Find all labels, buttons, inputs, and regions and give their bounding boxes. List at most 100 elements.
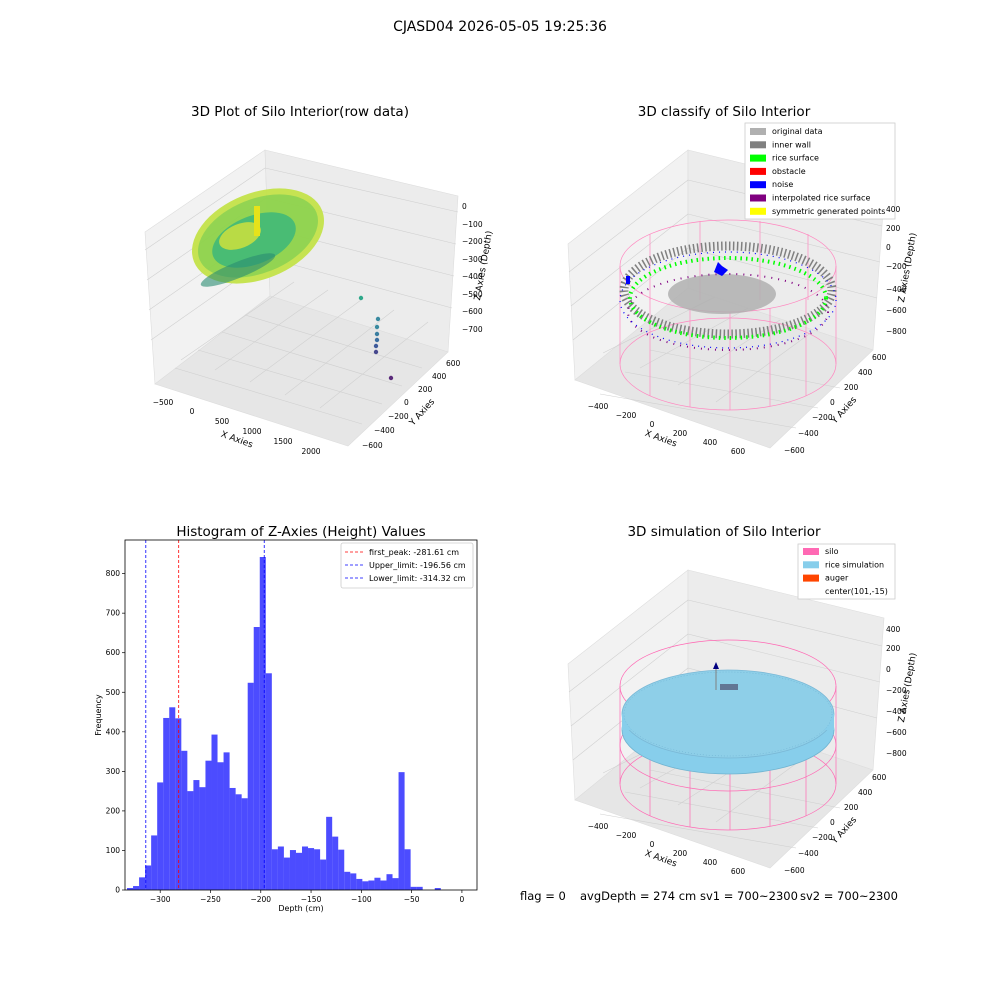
histogram-bar xyxy=(356,878,363,890)
raw-x-tick: 0 xyxy=(190,407,195,416)
raw-outlier-point xyxy=(374,337,380,343)
histogram-legend-label: Lower_limit: -314.32 cm xyxy=(369,574,466,583)
simulation-auger xyxy=(713,662,738,690)
raw-cloud-spike xyxy=(254,206,260,236)
histogram-x-tick-label: −250 xyxy=(200,895,221,904)
classify-rice-surface-ring xyxy=(628,256,828,340)
simulation-z-tick: −600 xyxy=(886,728,907,737)
histogram-bar xyxy=(344,871,351,890)
classify-z-ticks: 400 200 0 −200 −400 −600 −800 xyxy=(886,205,907,336)
classify-interpolated-ring xyxy=(627,273,829,351)
simulation-legend-label: silo xyxy=(825,547,839,556)
histogram-y-ticks: 0 100 200 300 400 500 600 700 800 xyxy=(106,569,125,895)
simulation-legend-items: silo rice simulation auger center(101,-15) xyxy=(803,547,888,596)
raw-z-tick: 0 xyxy=(462,202,467,211)
status-avg-depth: avgDepth = 274 cm xyxy=(580,889,696,903)
histogram-bar xyxy=(211,734,218,890)
simulation-z-tick: 0 xyxy=(886,665,891,674)
status-sv1: sv1 = 700~2300 xyxy=(700,889,798,903)
histogram-bar xyxy=(320,859,327,890)
classify-z-tick: −600 xyxy=(886,306,907,315)
classify-legend-swatch xyxy=(750,167,766,175)
histogram-panel: Histogram of Z-Axies (Height) Values −30… xyxy=(94,524,478,913)
histogram-legend: first_peak: -281.61 cm Upper_limit: -196.… xyxy=(340,542,474,589)
histogram-y-tick-label: 600 xyxy=(106,648,121,657)
raw-z-tick: −200 xyxy=(462,237,483,246)
histogram-bar xyxy=(157,782,164,890)
raw-x-tick: 1000 xyxy=(242,427,261,436)
histogram-y-tick-label: 800 xyxy=(106,569,121,578)
simulation-z-tick: −200 xyxy=(886,686,907,695)
histogram-bar xyxy=(326,816,333,890)
classify-inner-wall-band xyxy=(619,241,837,339)
classify-y-tick: 600 xyxy=(872,353,887,362)
classify-z-tick: −200 xyxy=(886,262,907,271)
histogram-bars xyxy=(127,557,441,890)
classify-y-tick: 0 xyxy=(830,398,835,407)
histogram-bar xyxy=(271,849,278,890)
raw-y-ticks: 600 400 200 0 −200 −400 −600 xyxy=(362,359,461,450)
histogram-bar xyxy=(139,877,146,890)
histogram-bar xyxy=(289,850,296,890)
classify-z-tick: 200 xyxy=(886,224,901,233)
classify-legend-swatch xyxy=(750,181,766,189)
histogram-bar xyxy=(314,849,321,890)
simulation-z-tick: 400 xyxy=(886,625,901,634)
raw-outlier-point xyxy=(373,349,379,355)
histogram-y-tick-label: 100 xyxy=(106,846,121,855)
histogram-bar xyxy=(265,673,272,890)
histogram-x-ticks: −300 −250 −200 −150 −100 −50 0 xyxy=(150,890,465,904)
classify-x-tick: −200 xyxy=(616,411,637,420)
histogram-bar xyxy=(217,762,224,890)
raw-outlier-point xyxy=(373,343,379,349)
simulation-y-ticks: 600 400 200 0 −200 −400 −600 xyxy=(784,773,887,875)
simulation-3d-panel: 3D simulation of Silo Interior xyxy=(567,524,919,876)
histogram-y-label: Frequency xyxy=(94,694,103,736)
histogram-x-tick-label: −200 xyxy=(250,895,271,904)
raw-z-tick: −400 xyxy=(462,272,483,281)
classify-legend-swatch xyxy=(750,207,766,215)
raw-z-tick: −300 xyxy=(462,255,483,264)
simulation-legend-label: center(101,-15) xyxy=(825,587,888,596)
simulation-x-tick: −200 xyxy=(616,831,637,840)
raw-z-tick: −700 xyxy=(462,325,483,334)
raw-y-tick: 200 xyxy=(418,385,433,394)
simulation-x-ticks: −400 −200 0 200 400 600 xyxy=(588,822,746,876)
histogram-y-tick-label: 500 xyxy=(106,688,121,697)
histogram-bar xyxy=(392,878,399,890)
classify-legend-swatch xyxy=(750,194,766,202)
raw-data-3d-panel: 3D Plot of Silo Interior(row data) xyxy=(144,104,495,456)
classify-silo-wireframe xyxy=(619,219,837,411)
classify-noise-ring xyxy=(619,251,837,349)
raw-z-ticks: 0 −100 −200 −300 −400 −500 −600 −700 xyxy=(462,202,483,334)
classify-x-tick: 600 xyxy=(731,447,746,456)
classify-noise-cluster-left xyxy=(626,276,630,284)
histogram-bar xyxy=(253,627,260,890)
status-flag: flag = 0 xyxy=(520,889,566,903)
histogram-bar xyxy=(410,886,417,890)
classify-3d-panel: 3D classify of Silo Interior xyxy=(567,104,919,456)
classify-legend-swatch xyxy=(750,154,766,162)
raw-z-tick: −500 xyxy=(462,290,483,299)
simulation-auger-blades xyxy=(720,684,738,690)
histogram-bar xyxy=(308,848,315,890)
classify-legend-swatch xyxy=(750,141,766,149)
histogram-bar xyxy=(133,886,140,890)
histogram-bar xyxy=(151,835,158,890)
raw-outlier-points xyxy=(358,295,394,381)
histogram-bar xyxy=(199,787,206,890)
simulation-x-tick: −400 xyxy=(588,822,609,831)
status-line: flag = 0 avgDepth = 274 cm sv1 = 700~230… xyxy=(520,889,898,903)
histogram-reference-lines xyxy=(145,540,265,890)
raw-outlier-point xyxy=(374,331,380,337)
histogram-bar xyxy=(163,717,170,890)
histogram-bar xyxy=(229,787,236,890)
classify-noise-cluster xyxy=(714,262,728,276)
classify-legend-frame xyxy=(744,122,896,220)
classify-legend-label: inner wall xyxy=(772,140,811,149)
histogram-y-tick-label: 300 xyxy=(106,767,121,776)
classify-legend-label: symmetric generated points xyxy=(772,207,885,216)
raw-outlier-point xyxy=(358,295,364,301)
classify-y-tick: 400 xyxy=(858,368,873,377)
classify-legend: original data inner wall rice surface obsta… xyxy=(744,122,896,220)
